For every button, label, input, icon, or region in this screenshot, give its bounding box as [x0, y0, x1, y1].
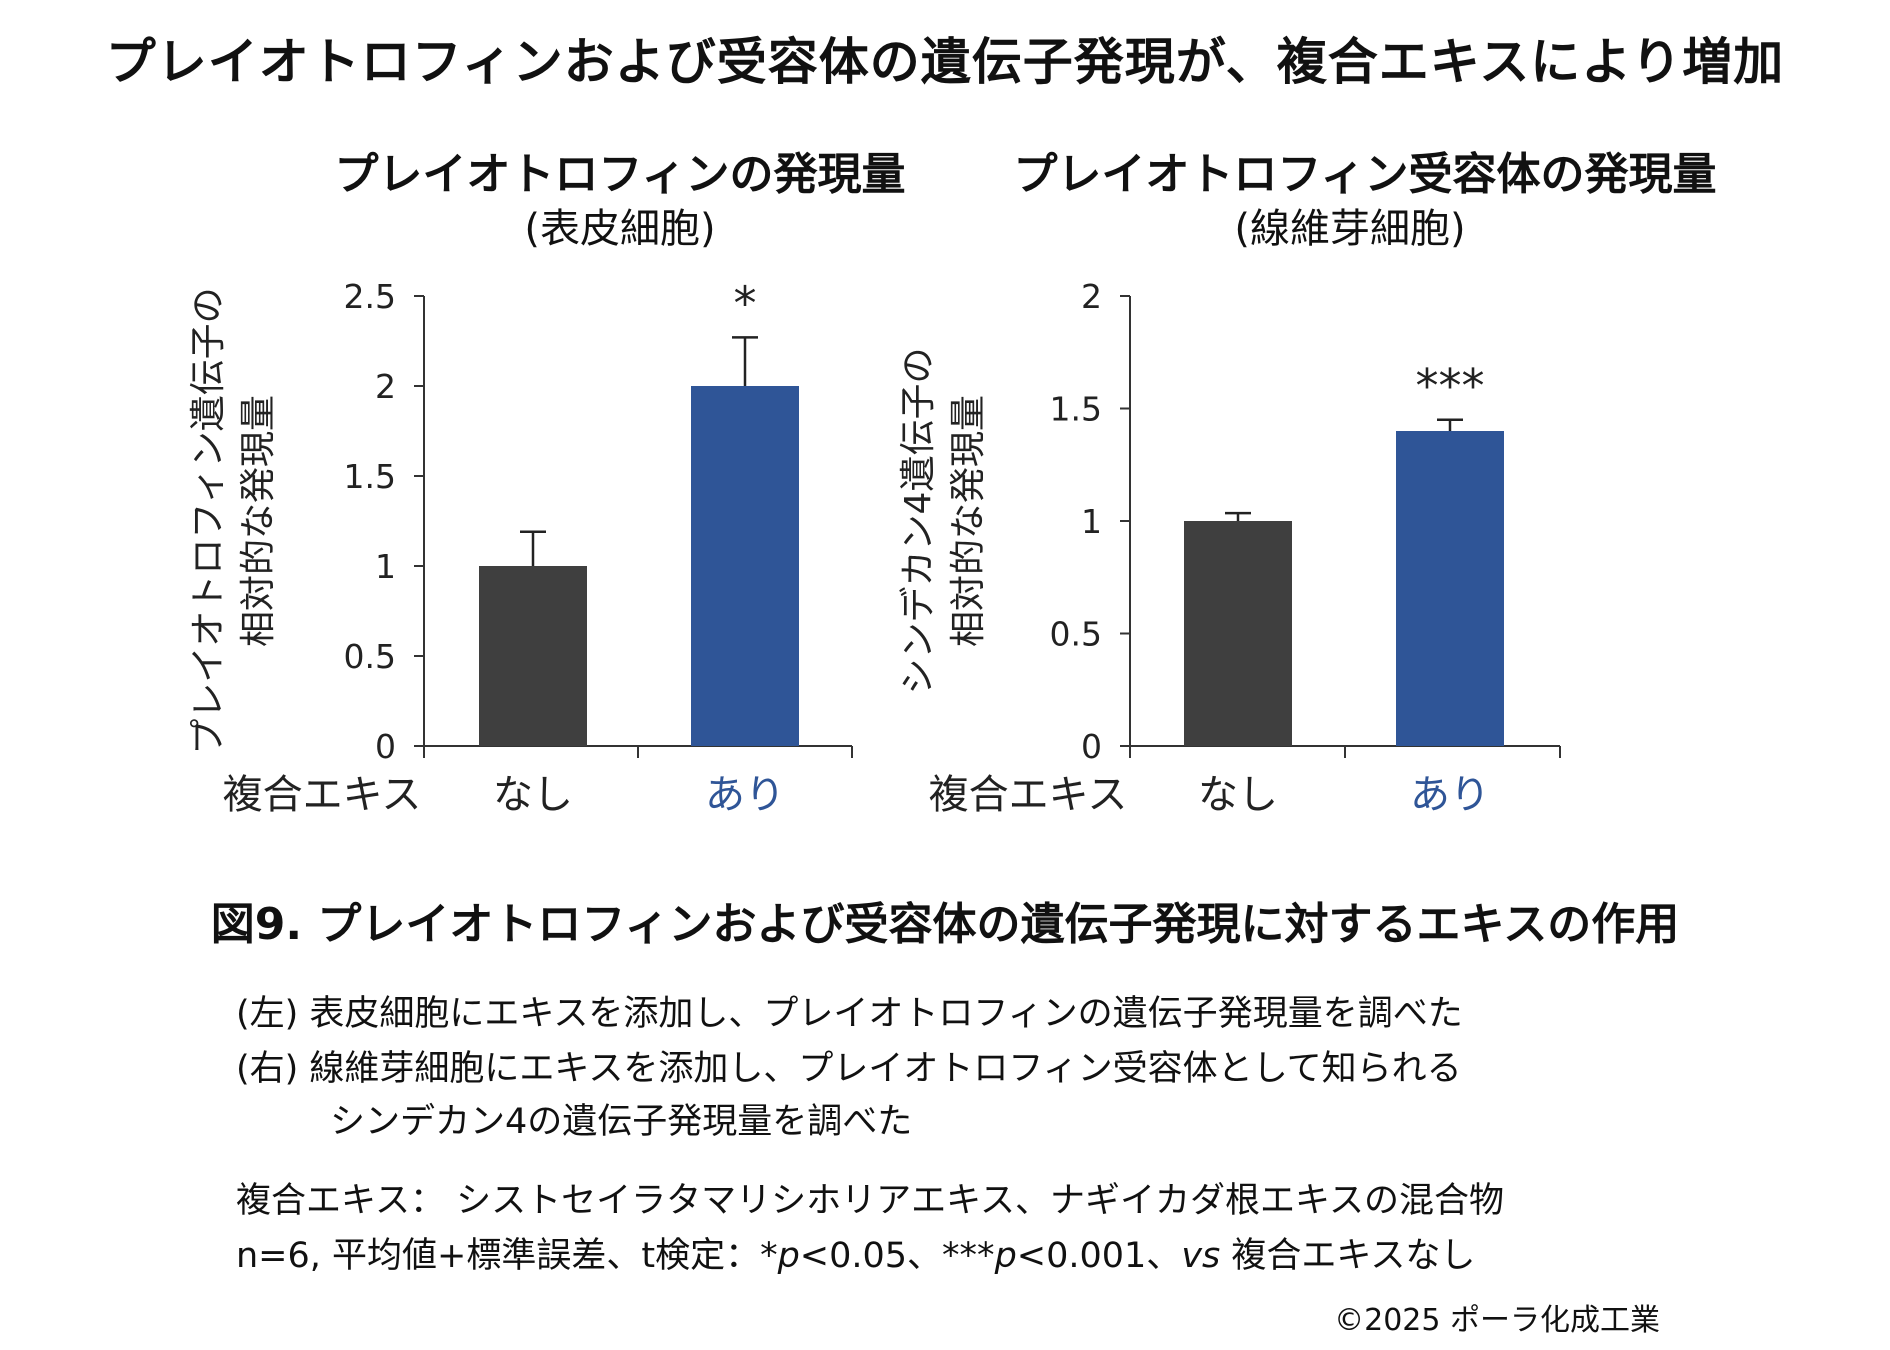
stats-prefix: n=6, 平均値+標準誤差、t検定：* [236, 1236, 778, 1276]
y-tick-label: 0 [1081, 727, 1102, 766]
y-axis-label-line: シンデカン4遺伝子の [898, 348, 939, 695]
category-label: あり [1410, 772, 1490, 818]
description-right-line1: (右) 線維芽細胞にエキスを添加し、プレイオトロフィン受容体として知られる [236, 1040, 1462, 1091]
stats-note: n=6, 平均値+標準誤差、t検定：*p<0.05、***p<0.001、vs … [236, 1227, 1475, 1278]
x-axis-label: 複合エキス [929, 772, 1128, 818]
y-tick-label: 0.5 [1050, 615, 1102, 654]
stats-p1: p [778, 1236, 800, 1276]
extract-note: 複合エキス： シストセイラタマリシホリアエキス、ナギイカダ根エキスの混合物 [236, 1172, 1504, 1223]
y-tick-label: 1 [1081, 502, 1102, 541]
bar [1184, 521, 1292, 746]
copyright: ©2025 ポーラ化成工業 [1334, 1295, 1660, 1339]
bar [1396, 431, 1504, 746]
figure-caption: 図9. プレイオトロフィンおよび受容体の遺伝子発現に対するエキスの作用 [0, 888, 1890, 952]
y-tick-label: 1.5 [1050, 390, 1102, 429]
stats-mid2: <0.001、 [1017, 1236, 1182, 1276]
category-label: なし [1198, 772, 1278, 818]
y-tick-label: 2 [1081, 277, 1102, 316]
chart-2-plot: 0 0.5 1 1.5 2 なし あり *** 複合エキス シンデカン4遺伝子の 相対的な発現量 [0, 0, 1890, 1350]
stats-mid: <0.05、*** [800, 1236, 995, 1276]
description-left: (左) 表皮細胞にエキスを添加し、プレイオトロフィンの遺伝子発現量を調べた [236, 985, 1463, 1036]
stats-suffix: 複合エキスなし [1220, 1236, 1475, 1276]
significance-marker: *** [1416, 359, 1485, 413]
description-right-line2: シンデカン4の遺伝子発現量を調べた [330, 1093, 912, 1144]
y-axis-label-line: 相対的な発現量 [948, 395, 989, 647]
stats-p2: p [995, 1236, 1017, 1276]
stats-vs: vs [1181, 1236, 1220, 1276]
